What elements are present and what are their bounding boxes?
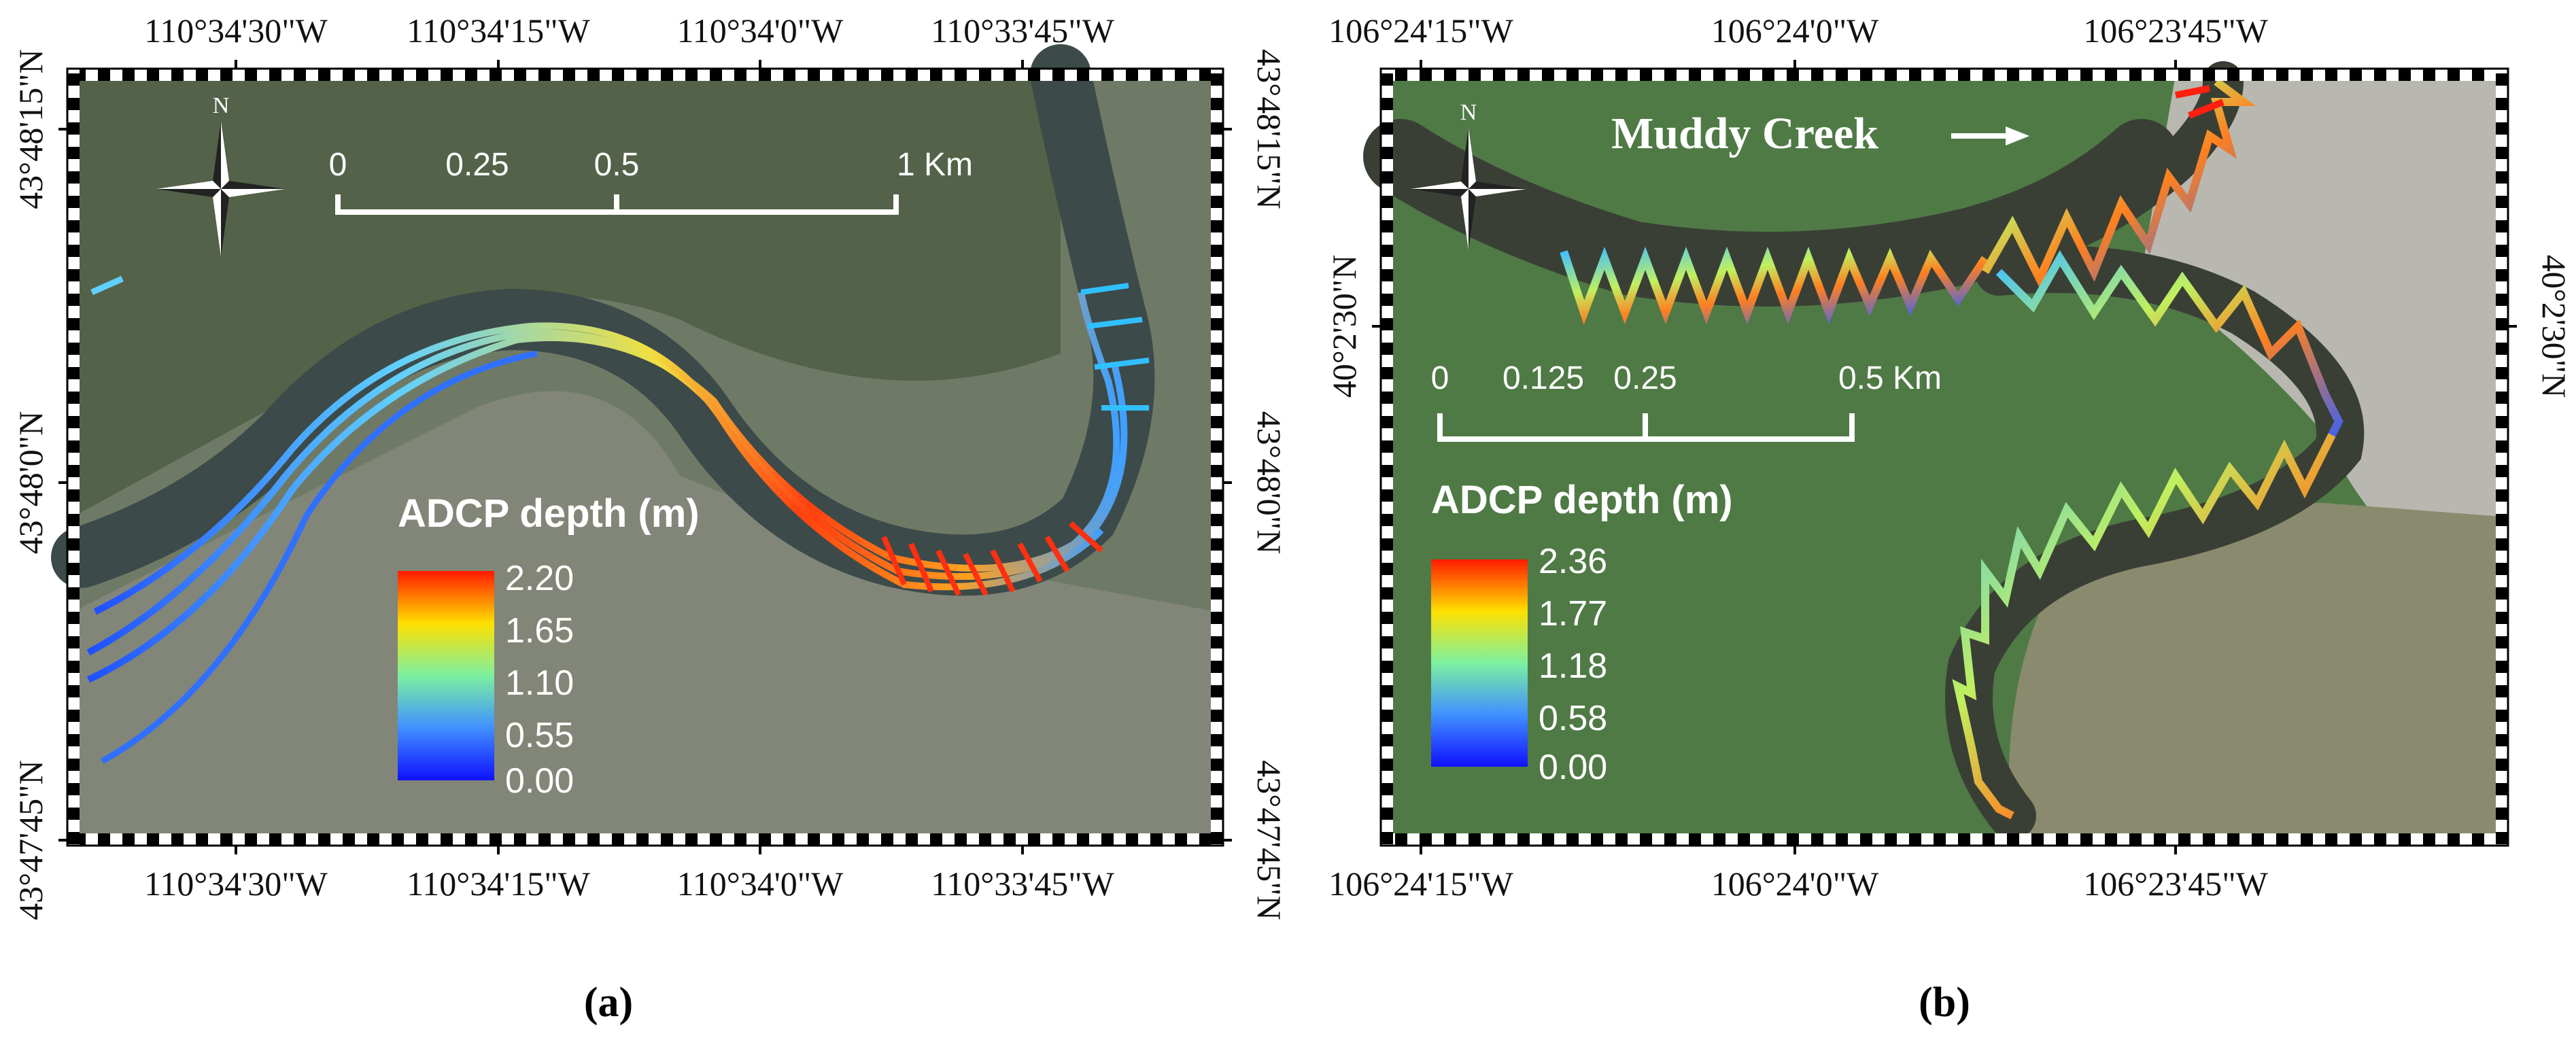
- adcp-track-a6: [1080, 283, 1150, 411]
- lon-label-bottom-b-2: 106°23'45"W: [2083, 865, 2268, 903]
- legend-tick-b-2: 1.18: [1539, 646, 1607, 686]
- legend-tick-a-3: 0.55: [505, 716, 574, 755]
- lat-label-right-a-1: 43°48'0"N: [1250, 411, 1288, 555]
- legend-tick-b-3: 0.58: [1539, 699, 1607, 738]
- lat-label-right-a-0: 43°48'15"N: [1250, 49, 1288, 209]
- frame-a-bottom: [67, 833, 1223, 846]
- adcp-track-b5: [2175, 85, 2225, 119]
- lon-label-top-a-2: 110°34'0"W: [677, 12, 844, 50]
- lon-label-bottom-a-3: 110°33'45"W: [931, 865, 1115, 903]
- legend-title-b: ADCP depth (m): [1431, 478, 1733, 522]
- lat-label-right-a-2: 43°47'45"N: [1250, 760, 1288, 920]
- adcp-track-a7: [90, 275, 124, 296]
- north-label: N: [1460, 100, 1477, 125]
- scale-tick-b-0: 0: [1431, 360, 1449, 396]
- creek-label: Muddy Creek: [1611, 109, 1878, 158]
- panel-b: 106°24'15"W 106°24'0"W 106°23'45"W 106°2…: [1325, 12, 2573, 1026]
- legend-tick-a-1: 1.65: [505, 611, 574, 651]
- caption-a: (a): [584, 980, 633, 1026]
- scale-tick-a-0: 0: [329, 147, 347, 183]
- legend-tick-a-2: 1.10: [505, 663, 574, 703]
- lon-label-top-b-1: 106°24'0"W: [1711, 12, 1879, 50]
- lat-label-left-b-0: 40°2'30"N: [1325, 255, 1363, 398]
- lon-label-bottom-b-0: 106°24'15"W: [1328, 865, 1513, 903]
- adcp-track-b1: [1560, 246, 1989, 325]
- lon-label-top-a-0: 110°34'30"W: [144, 12, 328, 50]
- lon-label-top-a-1: 110°34'15"W: [407, 12, 591, 50]
- lat-label-left-a-0: 43°48'15"N: [12, 49, 50, 209]
- map-b-bare-ground: [2142, 75, 2502, 612]
- legend-tick-a-0: 2.20: [505, 559, 574, 598]
- lat-label-left-a-2: 43°47'45"N: [12, 760, 50, 920]
- lon-label-top-b-0: 106°24'15"W: [1328, 12, 1513, 50]
- adcp-track-b3: [1995, 250, 2343, 451]
- legend-tick-b-4: 0.00: [1539, 748, 1607, 787]
- lon-label-bottom-a-0: 110°34'30"W: [144, 865, 328, 903]
- north-arrow-icon: N: [1411, 100, 1526, 250]
- frame-a-top: [67, 69, 1223, 81]
- graticule-ticks-b: [1372, 60, 2517, 854]
- scale-bar-a: 0 0.25 0.5 1 Km: [329, 147, 973, 215]
- adcp-track-b2: [1981, 78, 2256, 289]
- scale-tick-a-3: 1 Km: [897, 147, 973, 183]
- legend-colorbar-a: [398, 571, 494, 780]
- adcp-track-b4: [1952, 433, 2336, 820]
- lon-label-bottom-a-1: 110°34'15"W: [407, 865, 591, 903]
- legend-title-a: ADCP depth (m): [398, 491, 700, 536]
- lon-label-bottom-a-2: 110°34'0"W: [677, 865, 844, 903]
- legend-b: ADCP depth (m) 2.36 1.77 1.18 0.58 0.00: [1431, 478, 1733, 787]
- scale-tick-b-2: 0.25: [1613, 360, 1677, 396]
- panel-a: 110°34'30"W 110°34'15"W 110°34'0"W 110°3…: [12, 12, 1288, 1026]
- frame-b-top: [1381, 69, 2508, 81]
- caption-b: (b): [1919, 980, 1970, 1026]
- lon-label-bottom-b-1: 106°24'0"W: [1711, 865, 1879, 903]
- frame-b-right: [2496, 69, 2508, 846]
- legend-a: ADCP depth (m) 2.20 1.65 1.10 0.55 0.00: [398, 491, 700, 801]
- map-a-floodplain: [73, 391, 1217, 839]
- legend-tick-b-0: 2.36: [1539, 542, 1607, 581]
- adcp-track-a5: [881, 521, 1103, 596]
- lat-label-right-b-0: 40°2'30"N: [2535, 255, 2573, 398]
- map-b-field: [2009, 503, 2502, 839]
- frame-a-right: [1211, 69, 1223, 846]
- legend-colorbar-b: [1431, 559, 1528, 767]
- north-label: N: [213, 93, 230, 118]
- lat-label-left-a-1: 43°48'0"N: [12, 411, 50, 555]
- frame-b-left: [1381, 69, 1393, 846]
- north-arrow-icon: N: [156, 93, 286, 257]
- frame-a-left: [67, 69, 80, 846]
- scale-tick-a-2: 0.5: [594, 147, 640, 183]
- lon-label-top-b-2: 106°23'45"W: [2083, 12, 2268, 50]
- frame-b-bottom: [1381, 833, 2508, 846]
- graticule-ticks-a: [58, 60, 1232, 854]
- scale-tick-a-1: 0.25: [445, 147, 509, 183]
- arrow-right-icon: [1951, 126, 2029, 145]
- legend-tick-a-4: 0.00: [505, 761, 574, 801]
- map-b-river-left: [1363, 119, 2179, 307]
- adcp-track-a3: [93, 322, 1104, 615]
- map-a-river: [51, 44, 1155, 596]
- scale-tick-b-1: 0.125: [1502, 360, 1584, 396]
- lon-label-top-a-3: 110°33'45"W: [931, 12, 1115, 50]
- adcp-track-a4: [100, 350, 538, 764]
- legend-tick-b-1: 1.77: [1539, 594, 1607, 634]
- scale-bar-b: 0 0.125 0.25 0.5 Km: [1431, 360, 1942, 442]
- scale-tick-b-3: 0.5 Km: [1838, 360, 1942, 396]
